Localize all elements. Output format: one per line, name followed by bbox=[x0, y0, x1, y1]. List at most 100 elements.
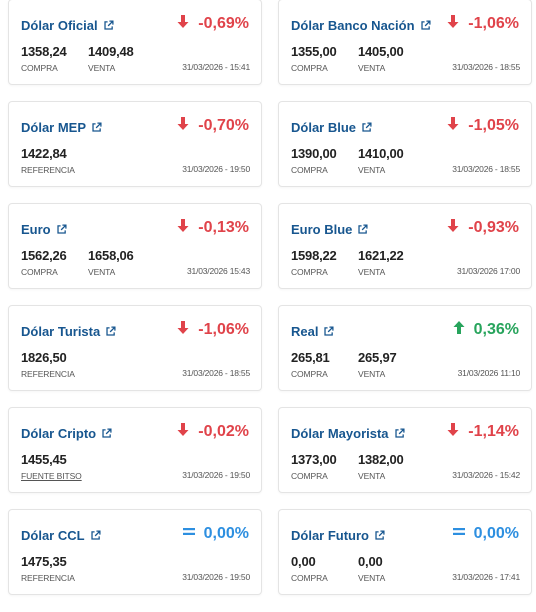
quote-title: Dólar CCL bbox=[21, 528, 85, 543]
quote-title: Dólar Turista bbox=[21, 324, 101, 339]
quote-number: 1382,00 bbox=[358, 452, 404, 467]
quote-title: Euro Blue bbox=[291, 222, 353, 237]
quote-value: 1562,26 COMPRA bbox=[21, 248, 88, 277]
quote-value: 1455,45 FUENTE BITSO bbox=[21, 452, 88, 481]
quote-title-link[interactable]: Dólar Cripto bbox=[21, 426, 112, 441]
change-indicator: -0,13% bbox=[177, 219, 249, 237]
quote-card: Euro Blue -0,93% 1598,22 COMPRA 1621,22 VEN… bbox=[278, 203, 532, 289]
quote-title-link[interactable]: Dólar Oficial bbox=[21, 18, 114, 33]
change-percent: -0,02% bbox=[198, 423, 249, 440]
quote-number: 1405,00 bbox=[358, 44, 404, 59]
quote-title: Dólar Cripto bbox=[21, 426, 97, 441]
quote-label: COMPRA bbox=[291, 63, 328, 73]
quote-date: 31/03/2026 - 17:41 bbox=[452, 572, 520, 582]
external-link-icon bbox=[358, 224, 368, 234]
quote-card: Dólar Oficial -0,69% 1358,24 COMPRA 1409,4… bbox=[8, 0, 262, 85]
quote-value: 1409,48 VENTA bbox=[88, 44, 134, 73]
quote-title-link[interactable]: Euro bbox=[21, 222, 67, 237]
change-indicator: -0,02% bbox=[177, 423, 249, 441]
quote-value: 1826,50 REFERENCIA bbox=[21, 350, 88, 379]
quote-date: 31/03/2026 - 19:50 bbox=[182, 572, 250, 582]
quote-number: 1410,00 bbox=[358, 146, 404, 161]
change-indicator: -1,06% bbox=[447, 15, 519, 33]
change-indicator: -0,70% bbox=[177, 117, 249, 135]
quote-label: VENTA bbox=[358, 267, 386, 277]
quote-date: 31/03/2026 - 18:55 bbox=[452, 164, 520, 174]
change-percent: -0,70% bbox=[198, 117, 249, 134]
quote-values: 1373,00 COMPRA 1382,00 VENTA bbox=[291, 452, 404, 481]
change-indicator: -1,06% bbox=[177, 321, 249, 339]
quote-value: 1355,00 COMPRA bbox=[291, 44, 358, 73]
arrow-down-icon bbox=[177, 219, 189, 237]
change-percent: -1,06% bbox=[468, 15, 519, 32]
quote-value: 265,97 VENTA bbox=[358, 350, 397, 379]
quote-date: 31/03/2026 - 19:50 bbox=[182, 164, 250, 174]
change-indicator: 0,00% bbox=[182, 525, 249, 543]
arrow-down-icon bbox=[447, 117, 459, 135]
quote-title: Euro bbox=[21, 222, 51, 237]
external-link-icon bbox=[420, 20, 431, 30]
quote-number: 1598,22 bbox=[291, 248, 337, 263]
quote-date: 31/03/2026 11:10 bbox=[457, 368, 521, 378]
quote-value: 1358,24 COMPRA bbox=[21, 44, 88, 73]
quote-value: 0,00 COMPRA bbox=[291, 554, 358, 583]
quote-card: Dólar CCL 0,00% 1475,35 REFERENCIA 31/03/… bbox=[8, 509, 262, 595]
quote-title-link[interactable]: Dólar Futuro bbox=[291, 528, 385, 543]
quote-title-link[interactable]: Euro Blue bbox=[291, 222, 368, 237]
quote-value: 0,00 VENTA bbox=[358, 554, 385, 583]
source-link[interactable]: FUENTE BITSO bbox=[21, 471, 82, 481]
quote-title-link[interactable]: Dólar Blue bbox=[291, 120, 372, 135]
quote-label: VENTA bbox=[88, 63, 116, 73]
quote-value: 1410,00 VENTA bbox=[358, 146, 404, 175]
quote-label: COMPRA bbox=[21, 267, 58, 277]
quote-card: Dólar Banco Nación -1,06% 1355,00 COMPRA 1… bbox=[278, 0, 532, 85]
quote-card: Dólar Futuro 0,00% 0,00 COMPRA 0,00 VENTA 3… bbox=[278, 509, 532, 595]
equals-icon bbox=[452, 525, 465, 543]
quote-label: REFERENCIA bbox=[21, 369, 75, 379]
quote-title-link[interactable]: Dólar MEP bbox=[21, 120, 102, 135]
change-percent: -0,13% bbox=[198, 219, 249, 236]
quote-number: 1422,84 bbox=[21, 146, 67, 161]
quote-card: Dólar MEP -0,70% 1422,84 REFERENCIA 31/03… bbox=[8, 101, 262, 187]
quotes-grid: Dólar Oficial -0,69% 1358,24 COMPRA 1409,4… bbox=[8, 0, 532, 595]
quote-number: 1390,00 bbox=[291, 146, 337, 161]
quote-date: 31/03/2026 - 19:50 bbox=[182, 470, 250, 480]
change-indicator: -0,69% bbox=[177, 15, 249, 33]
quote-value: 1621,22 VENTA bbox=[358, 248, 404, 277]
quote-label: COMPRA bbox=[291, 369, 328, 379]
quote-values: 1598,22 COMPRA 1621,22 VENTA bbox=[291, 248, 404, 277]
quote-number: 0,00 bbox=[291, 554, 316, 569]
quote-title-link[interactable]: Dólar Turista bbox=[21, 324, 116, 339]
quote-label: COMPRA bbox=[291, 165, 328, 175]
quote-title-link[interactable]: Dólar CCL bbox=[21, 528, 101, 543]
change-percent: -1,14% bbox=[468, 423, 519, 440]
quote-values: 1455,45 FUENTE BITSO bbox=[21, 452, 88, 481]
quote-label: VENTA bbox=[358, 369, 386, 379]
quote-label: COMPRA bbox=[291, 573, 328, 583]
quote-label: VENTA bbox=[88, 267, 116, 277]
quote-values: 265,81 COMPRA 265,97 VENTA bbox=[291, 350, 397, 379]
change-percent: 0,00% bbox=[203, 525, 249, 542]
quote-title-link[interactable]: Dólar Banco Nación bbox=[291, 18, 431, 33]
change-indicator: -1,05% bbox=[447, 117, 519, 135]
arrow-down-icon bbox=[447, 15, 459, 33]
change-percent: 0,36% bbox=[473, 321, 519, 338]
quote-label: REFERENCIA bbox=[21, 573, 75, 583]
arrow-down-icon bbox=[177, 15, 189, 33]
quote-card: Real 0,36% 265,81 COMPRA 265,97 VENTA 31/03… bbox=[278, 305, 532, 391]
arrow-down-icon bbox=[447, 219, 459, 237]
quote-values: 1355,00 COMPRA 1405,00 VENTA bbox=[291, 44, 404, 73]
quote-title: Dólar Oficial bbox=[21, 18, 98, 33]
quote-title-link[interactable]: Dólar Mayorista bbox=[291, 426, 405, 441]
quote-title-link[interactable]: Real bbox=[291, 324, 335, 339]
change-percent: 0,00% bbox=[473, 525, 519, 542]
arrow-up-icon bbox=[453, 321, 465, 339]
quote-number: 1409,48 bbox=[88, 44, 134, 59]
quote-date: 31/03/2026 - 15:42 bbox=[452, 470, 520, 480]
change-indicator: 0,00% bbox=[452, 525, 519, 543]
quote-label: COMPRA bbox=[291, 471, 328, 481]
quote-label: VENTA bbox=[358, 165, 386, 175]
quote-value: 1382,00 VENTA bbox=[358, 452, 404, 481]
quote-value: 1598,22 COMPRA bbox=[291, 248, 358, 277]
external-link-icon bbox=[324, 326, 335, 336]
